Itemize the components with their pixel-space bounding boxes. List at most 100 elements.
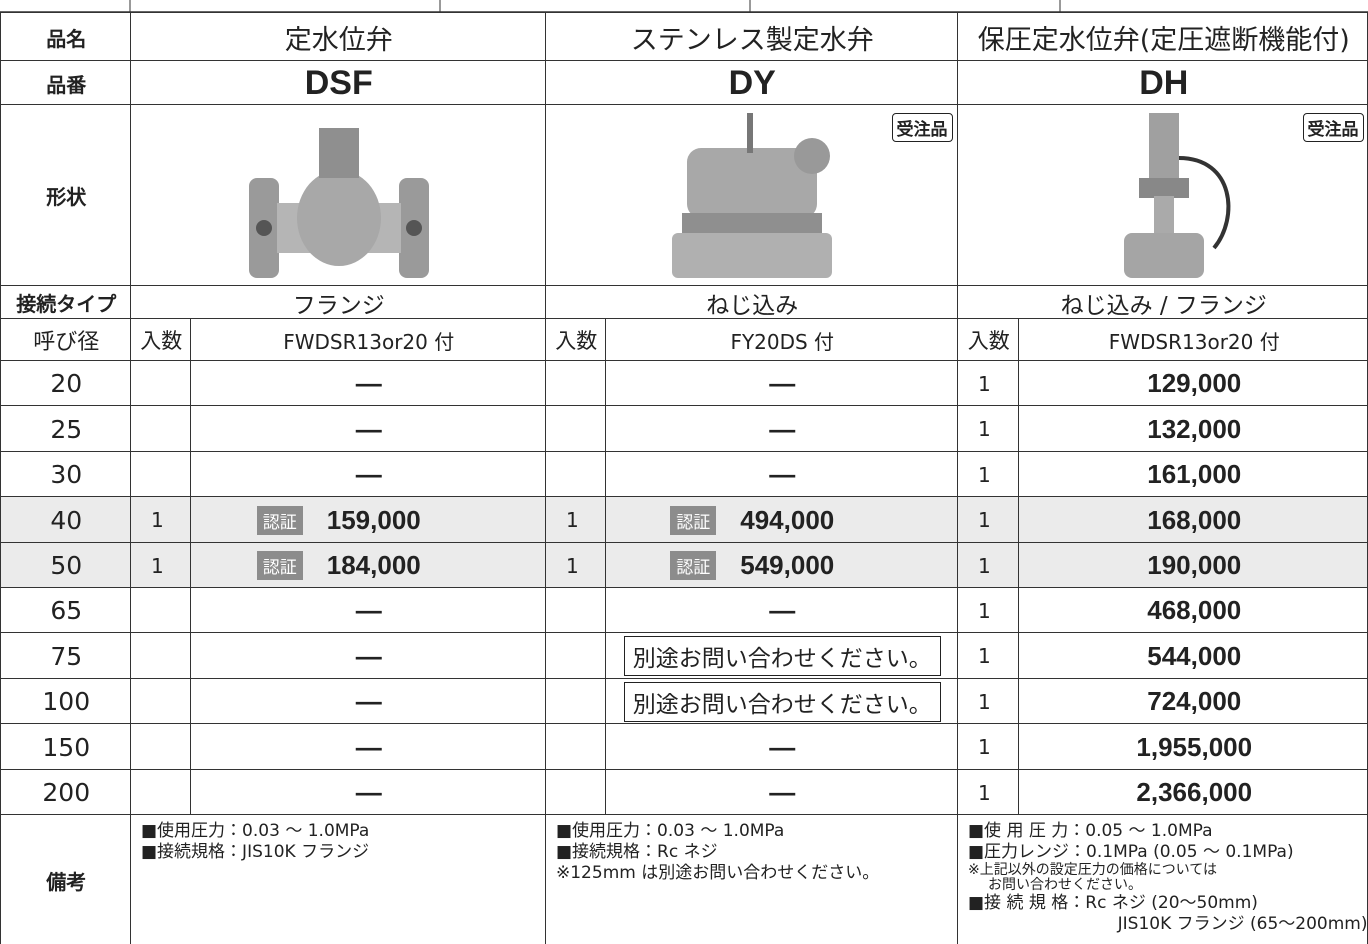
size-cell: 150 [0,723,132,771]
connection: ねじ込み / フランジ [1060,292,1267,319]
note-line: ■接 続 規 格：Rc ネジ (20～50mm) [968,893,1258,913]
qty-cell [545,450,607,498]
valve-photo [1123,113,1231,279]
row-label: 備考 [46,869,87,894]
connection: ねじ込み [706,292,799,319]
price-cell: 別途お問い合わせください。 [605,632,959,680]
qty-cell: 1 [545,496,607,544]
label-cell: 形状 [0,104,132,287]
qty: 1 [566,508,579,533]
price: 549,000 [740,550,835,581]
price-cell: — [190,360,547,407]
price-cell: 別途お問い合わせください。 [605,677,959,725]
qty: 1 [978,689,991,714]
row-label: 品名 [46,26,87,51]
qty-header: 入数 [555,329,598,354]
connection-cell: ねじ込み [545,285,959,320]
qty-cell: 1 [545,541,607,589]
qty-header-cell: 入数 [130,318,192,362]
qty-cell [545,768,607,816]
size: 40 [50,505,83,535]
price: 544,000 [1147,640,1242,671]
price: 168,000 [1147,504,1242,535]
price: 184,000 [326,550,421,581]
price-cell: — [190,450,547,498]
row-label: 呼び径 [33,330,100,356]
name-cell: 保圧定水位弁(定圧遮断機能付) [957,12,1368,62]
connection-cell: ねじ込み / フランジ [957,285,1368,320]
price: — [769,731,796,762]
price: — [355,368,382,399]
qty-cell [130,632,192,680]
note-line: ※125mm は別途お問い合わせください。 [556,863,880,883]
price: 161,000 [1147,459,1242,490]
qty-cell: 1 [957,587,1020,634]
qty-cell: 1 [957,768,1020,816]
price-cell: 468,000 [1018,587,1368,634]
qty-cell [545,677,607,725]
connection: フランジ [292,292,385,319]
size: 25 [50,414,83,444]
border-right [1366,12,1368,944]
qty-cell [545,360,607,407]
price: 190,000 [1147,550,1242,581]
valve-photo [248,128,429,279]
price: — [355,777,382,808]
note-line: ■使 用 圧 力：0.05 ～ 1.0MPa [968,821,1213,841]
order-badge: 受注品 [1302,113,1364,142]
size-cell: 50 [0,541,132,589]
price-cell: — [605,768,959,816]
product-code: DSF [304,63,373,102]
price-cell: 724,000 [1018,677,1368,725]
qty-cell: 1 [957,632,1020,680]
qty-cell: 1 [957,723,1020,771]
qty-cell [545,723,607,771]
notes-cell: ■使用圧力：0.03 ～ 1.0MPa ■接続規格：Rc ネジ ※125mm は別途… [545,814,959,944]
valve-photo [672,113,833,279]
inquiry: 別途お問い合わせください。 [623,636,941,677]
row-label: 接続タイプ [16,292,117,317]
qty-cell [545,587,607,634]
price-cell: 認証 494,000 [605,496,959,544]
shape-cell: 受注品 [545,104,959,287]
price-cell: — [190,768,547,816]
price: 724,000 [1147,686,1242,717]
qty: 1 [978,553,991,578]
price: — [769,459,796,490]
price-cell: — [190,587,547,634]
notes-cell: ■使 用 圧 力：0.05 ～ 1.0MPa ■圧力レンジ：0.1MPa (0.0… [957,814,1368,944]
price: — [355,459,382,490]
qty-header: 入数 [967,329,1010,354]
shape-cell: 受注品 [957,104,1368,287]
qty-cell: 1 [957,360,1020,407]
qty-cell: 1 [957,677,1020,725]
price: — [355,640,382,671]
accessory: FY20DS 付 [730,329,835,354]
qty-cell [130,405,192,453]
price-cell: 161,000 [1018,450,1368,498]
note-line: JIS10K フランジ (65～200mm) [1117,914,1368,934]
code-cell: DSF [130,60,547,106]
qty: 1 [151,553,164,578]
price-cell: — [605,360,959,407]
certified-badge: 認証 [670,505,717,535]
code-cell: DH [957,60,1368,106]
qty-cell [130,768,192,816]
qty-cell [130,723,192,771]
code-cell: DY [545,60,959,106]
qty: 1 [151,508,164,533]
qty-cell [545,632,607,680]
size-cell: 75 [0,632,132,680]
accessory-cell: FWDSR13or20 付 [1018,318,1368,362]
price: — [769,368,796,399]
qty: 1 [978,598,991,623]
connection-cell: フランジ [130,285,547,320]
price-cell: 544,000 [1018,632,1368,680]
size: 200 [42,778,91,808]
price: 494,000 [740,504,835,535]
price: 2,366,000 [1136,777,1253,808]
price-cell: 2,366,000 [1018,768,1368,816]
product-name: ステンレス製定水弁 [630,24,874,56]
